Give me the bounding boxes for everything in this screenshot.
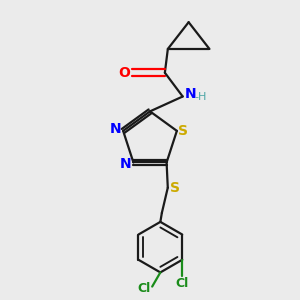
Text: N: N (120, 157, 132, 171)
Text: S: S (170, 181, 180, 195)
Text: Cl: Cl (176, 277, 189, 290)
Text: O: O (118, 66, 130, 80)
Text: N: N (184, 87, 196, 101)
Text: Cl: Cl (137, 282, 151, 295)
Text: N: N (110, 122, 122, 136)
Text: -H: -H (195, 92, 207, 102)
Text: S: S (178, 124, 188, 138)
